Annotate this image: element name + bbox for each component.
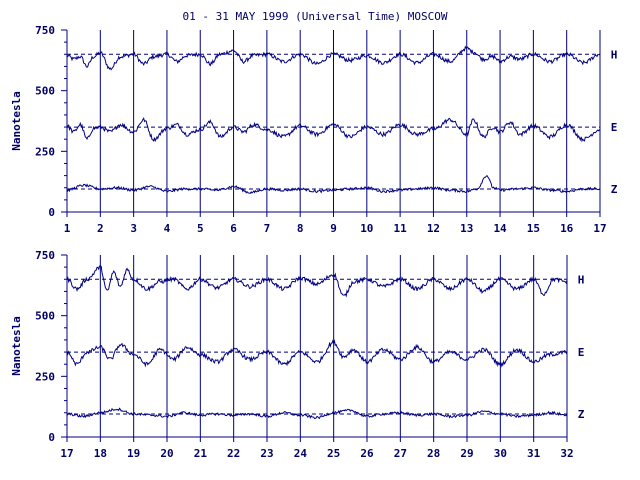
y-tick-label: 500: [35, 85, 55, 98]
x-tick-label: 28: [427, 447, 440, 460]
x-tick-label: 31: [527, 447, 541, 460]
x-tick-label: 17: [593, 222, 606, 235]
x-tick-label: 11: [394, 222, 408, 235]
x-tick-label: 15: [527, 222, 540, 235]
series-trace-z: [66, 175, 600, 194]
y-tick-label: 0: [48, 431, 55, 444]
x-tick-label: 26: [360, 447, 374, 460]
x-tick-label: 10: [360, 222, 373, 235]
x-tick-label: 24: [294, 447, 308, 460]
series-trace-e: [66, 117, 600, 143]
series-trace-h: [66, 265, 568, 298]
x-tick-label: 3: [130, 222, 137, 235]
y-tick-label: 750: [35, 249, 55, 262]
y-axis-title: Nanotesla: [10, 316, 23, 376]
series-label-e: E: [611, 121, 618, 134]
x-tick-label: 21: [194, 447, 208, 460]
y-axis-title: Nanotesla: [10, 91, 23, 151]
x-tick-label: 8: [297, 222, 304, 235]
x-tick-label: 17: [60, 447, 73, 460]
x-tick-label: 23: [260, 447, 273, 460]
x-tick-label: 18: [94, 447, 107, 460]
y-tick-label: 750: [35, 24, 55, 37]
x-tick-label: 6: [230, 222, 237, 235]
x-tick-label: 14: [493, 222, 507, 235]
series-label-z: Z: [578, 408, 585, 421]
x-tick-label: 30: [494, 447, 507, 460]
x-tick-label: 4: [164, 222, 171, 235]
series-label-h: H: [611, 48, 618, 61]
y-tick-label: 500: [35, 310, 55, 323]
series-trace-h: [66, 45, 600, 71]
x-tick-label: 19: [127, 447, 140, 460]
series-trace-z: [66, 407, 568, 420]
x-tick-label: 29: [460, 447, 473, 460]
y-tick-label: 250: [35, 145, 55, 158]
x-tick-label: 5: [197, 222, 204, 235]
x-tick-label: 9: [330, 222, 337, 235]
x-tick-label: 2: [97, 222, 104, 235]
x-tick-label: 22: [227, 447, 240, 460]
x-tick-label: 32: [560, 447, 573, 460]
chart-title: 01 - 31 MAY 1999 (Universal Time) MOSCOW: [183, 10, 448, 23]
series-label-z: Z: [611, 183, 618, 196]
x-tick-label: 16: [560, 222, 574, 235]
x-tick-label: 27: [394, 447, 407, 460]
x-tick-label: 1: [64, 222, 71, 235]
x-tick-label: 7: [264, 222, 271, 235]
x-tick-label: 25: [327, 447, 340, 460]
series-label-h: H: [578, 273, 585, 286]
series-label-e: E: [578, 346, 585, 359]
x-tick-label: 12: [427, 222, 440, 235]
series-trace-e: [66, 339, 568, 368]
y-tick-label: 250: [35, 370, 55, 383]
x-tick-label: 20: [160, 447, 173, 460]
y-tick-label: 0: [48, 206, 55, 219]
panel-days-17-32: 0 250 500 750 17 18 19 20 21 22 23 24 25 26 27 28 29 30 31…: [10, 249, 585, 460]
x-tick-label: 13: [460, 222, 473, 235]
